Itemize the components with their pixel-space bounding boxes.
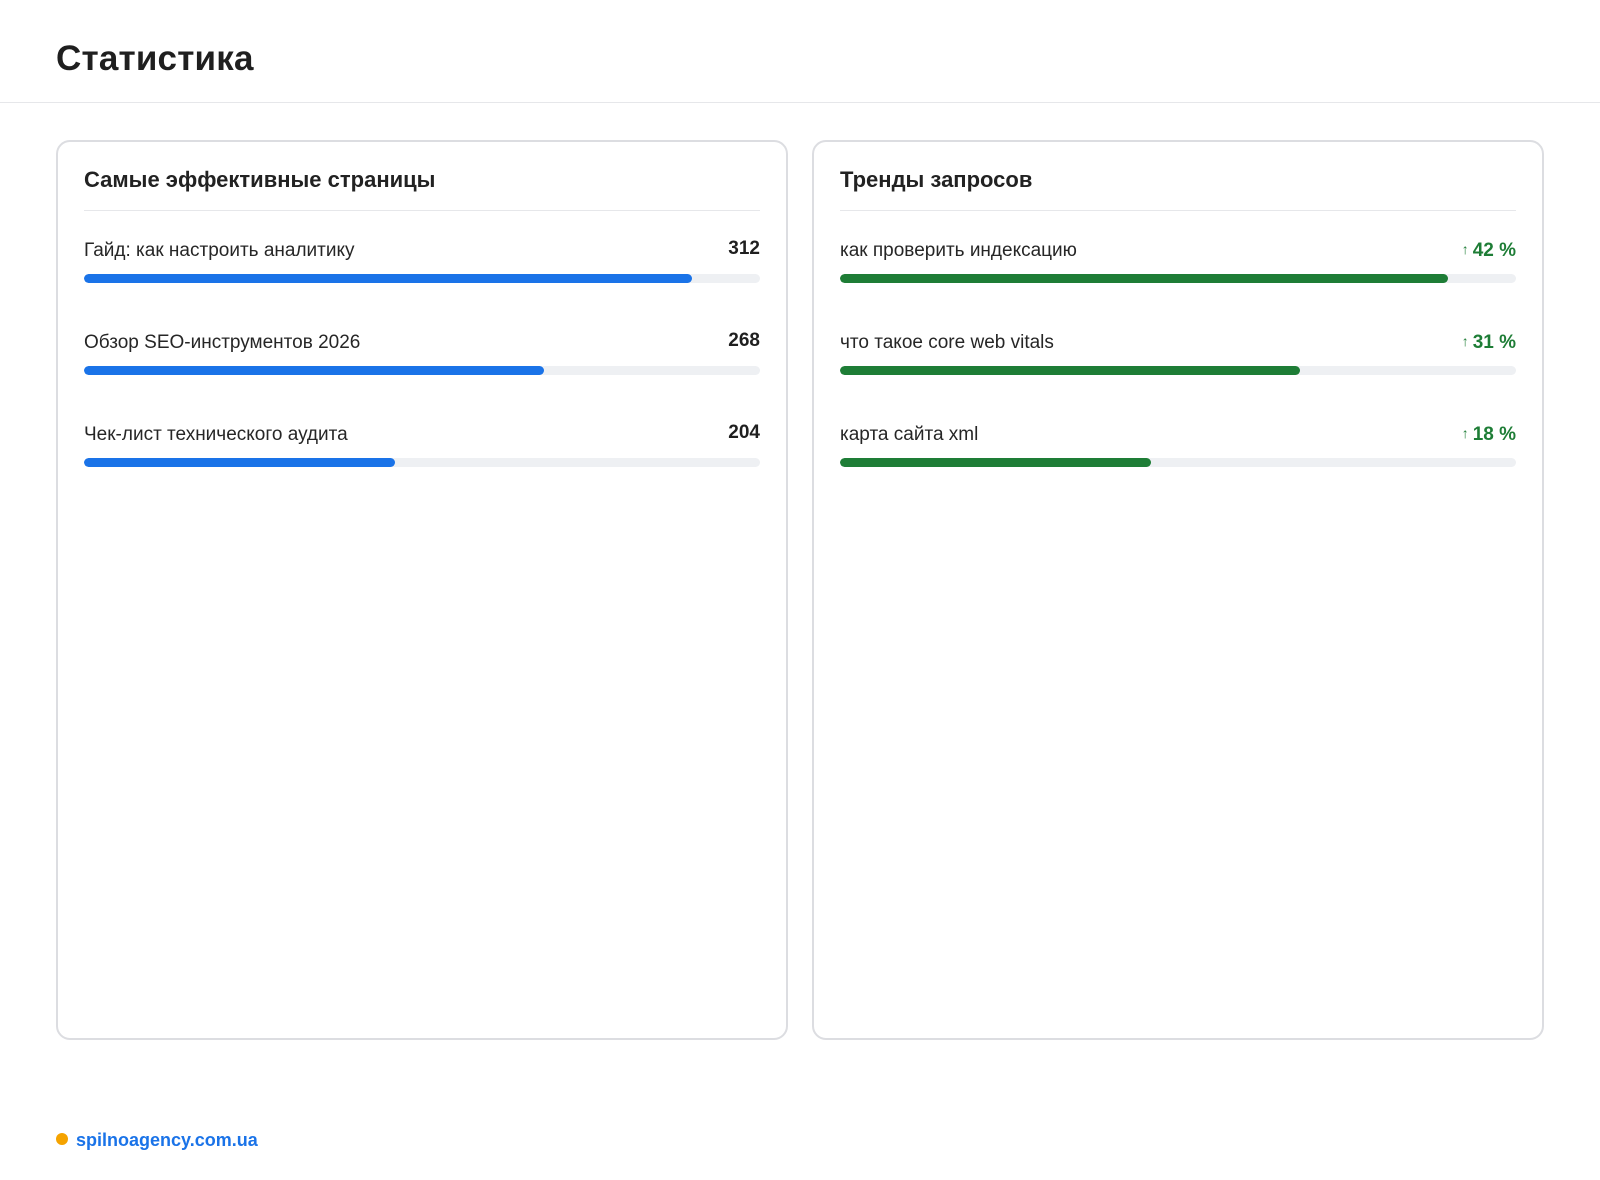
trend-percent: 31 % (1472, 332, 1516, 353)
list-item[interactable]: как проверить индексацию ↑ 42 % (840, 238, 1516, 330)
list-item[interactable]: что такое core web vitals ↑ 31 % (840, 330, 1516, 422)
query-trends-panel: Тренды запросов как проверить индексацию… (812, 140, 1544, 1040)
progress-track (84, 274, 760, 283)
page-views-value: 204 (728, 422, 760, 443)
progress-track (840, 458, 1516, 467)
page-label: Обзор SEO-инструментов 2026 (84, 332, 361, 353)
query-label: как проверить индексацию (840, 240, 1077, 261)
top-pages-list: Гайд: как настроить аналитику 312 Обзор … (84, 238, 760, 514)
query-label: карта сайта xml (840, 424, 979, 445)
page-views-value: 268 (728, 330, 760, 351)
list-item[interactable]: Обзор SEO-инструментов 2026 268 (84, 330, 760, 422)
trend-value: ↑ 42 % (1462, 236, 1516, 264)
trend-percent: 18 % (1472, 424, 1516, 445)
list-item[interactable]: карта сайта xml ↑ 18 % (840, 422, 1516, 514)
progress-track (84, 458, 760, 467)
progress-fill (84, 274, 693, 283)
page-label: Чек-лист технического аудита (84, 424, 348, 445)
progress-fill (840, 274, 1449, 283)
arrow-up-icon: ↑ (1461, 241, 1469, 257)
panel-divider (840, 210, 1516, 211)
panel-title: Самые эффективные страницы (84, 167, 436, 192)
site-link[interactable]: spilnoagency.com.ua (76, 1130, 258, 1150)
arrow-up-icon: ↑ (1461, 333, 1469, 349)
trend-percent: 42 % (1472, 240, 1516, 261)
progress-track (840, 274, 1516, 283)
progress-fill (840, 458, 1151, 467)
progress-fill (84, 366, 544, 375)
query-label: что такое core web vitals (840, 332, 1054, 353)
list-item[interactable]: Чек-лист технического аудита 204 (84, 422, 760, 514)
progress-track (84, 366, 760, 375)
trend-value: ↑ 18 % (1462, 420, 1516, 448)
top-pages-panel: Самые эффективные страницы Гайд: как нас… (56, 140, 788, 1040)
query-trends-list: как проверить индексацию ↑ 42 % что такое… (840, 238, 1516, 514)
list-item[interactable]: Гайд: как настроить аналитику 312 (84, 238, 760, 330)
progress-fill (84, 458, 395, 467)
trend-value: ↑ 31 % (1462, 328, 1516, 356)
progress-track (840, 366, 1516, 375)
dot-icon (56, 1132, 68, 1145)
footer: spilnoagency.com.ua (56, 1130, 258, 1151)
page-views-value: 312 (728, 238, 760, 259)
arrow-up-icon: ↑ (1461, 425, 1469, 441)
page-title: Статистика (56, 39, 254, 78)
progress-fill (840, 366, 1300, 375)
panel-divider (84, 210, 760, 211)
panel-title: Тренды запросов (840, 167, 1033, 192)
page-header: Статистика (0, 0, 1600, 103)
page-label: Гайд: как настроить аналитику (84, 240, 355, 261)
